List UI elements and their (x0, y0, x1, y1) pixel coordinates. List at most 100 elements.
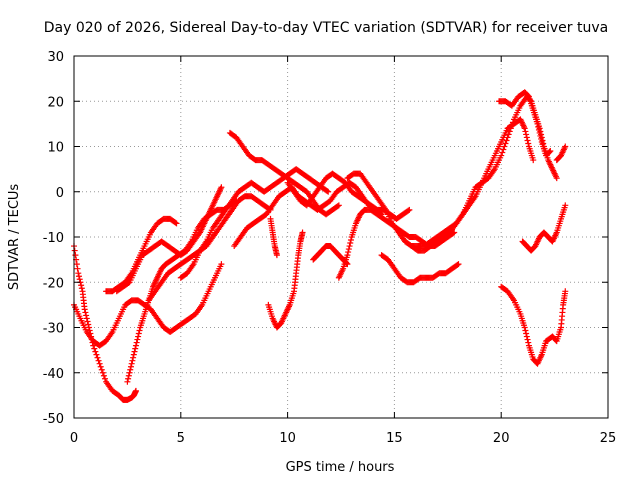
data-point (506, 128, 513, 135)
data-point (405, 207, 412, 214)
series-track-6 (145, 193, 274, 304)
data-point (335, 202, 342, 209)
data-point (125, 372, 132, 379)
x-tick-label: 10 (279, 431, 296, 446)
axis-ticks: 0 5 10 15 20 25 -50 -40 -30 -20 -10 0 10 20 30 (43, 50, 617, 446)
data-point (507, 125, 514, 132)
data-point (71, 247, 78, 254)
data-point (522, 327, 529, 334)
data-point (94, 354, 101, 361)
series-track-7 (177, 166, 332, 281)
data-point (135, 333, 142, 340)
data-point (96, 360, 103, 367)
data-point (535, 126, 542, 133)
data-point (562, 143, 569, 150)
data-point (499, 149, 506, 156)
x-tick-label: 20 (493, 431, 510, 446)
series-track-16 (378, 252, 462, 286)
data-point (84, 318, 91, 325)
data-point (82, 309, 89, 316)
series-track-19 (498, 283, 569, 367)
x-tick-label: 0 (70, 431, 78, 446)
data-point (299, 229, 306, 236)
data-point (136, 327, 143, 334)
data-point (523, 134, 530, 141)
data-point (93, 351, 100, 358)
y-tick-label: -40 (43, 367, 64, 382)
data-point (83, 315, 90, 322)
data-point (133, 339, 140, 346)
series-track-21 (553, 143, 569, 164)
y-tick-label: 10 (47, 141, 64, 156)
y-tick-label: -30 (43, 322, 64, 337)
y-axis-label: SDTVAR / TECUs (7, 184, 22, 291)
x-tick-label: 5 (177, 431, 185, 446)
data-point (347, 237, 354, 244)
data-point (562, 202, 569, 209)
series-track-12 (310, 243, 351, 268)
data-point (72, 252, 79, 259)
data-point (505, 131, 512, 138)
series-track-5 (124, 197, 240, 385)
data-point (85, 321, 92, 328)
data-point (504, 134, 511, 141)
data-point (127, 366, 134, 373)
data-point (345, 249, 352, 256)
data-point (95, 357, 102, 364)
data-point (502, 140, 509, 147)
data-point (128, 360, 135, 367)
data-point (125, 280, 132, 287)
data-point (83, 312, 90, 319)
data-point (522, 128, 529, 135)
data-point (538, 135, 545, 142)
data-point (503, 137, 510, 144)
x-tick-label: 25 (600, 431, 617, 446)
data-point (524, 137, 531, 144)
data-point (73, 261, 80, 268)
data-point (525, 339, 532, 346)
data-point (537, 132, 544, 139)
data-point (455, 261, 462, 268)
data-point (547, 148, 554, 155)
data-point (546, 148, 553, 155)
data-point (523, 333, 530, 340)
data-point (126, 369, 133, 376)
data-point (521, 324, 528, 331)
data-point (534, 120, 541, 127)
data-point (127, 363, 134, 370)
y-tick-label: -50 (43, 412, 64, 427)
y-tick-label: 0 (56, 186, 64, 201)
data-series (71, 89, 569, 403)
y-tick-label: -10 (43, 231, 64, 246)
data-point (134, 336, 141, 343)
data-point (553, 175, 560, 182)
series-track-18 (496, 89, 554, 159)
y-tick-label: 20 (47, 95, 64, 110)
data-point (523, 131, 530, 138)
data-point (99, 369, 106, 376)
x-axis-label: GPS time / hours (286, 460, 395, 475)
data-point (100, 372, 107, 379)
y-tick-label: 30 (47, 50, 64, 65)
data-point (75, 273, 82, 280)
series-track-20 (519, 202, 569, 254)
series-track-1 (71, 243, 139, 403)
data-point (135, 330, 142, 337)
data-point (500, 146, 507, 153)
data-point (91, 345, 98, 352)
series-track-13 (335, 206, 458, 281)
data-point (498, 152, 505, 159)
data-point (125, 375, 132, 382)
data-point (525, 140, 532, 147)
data-point (78, 282, 85, 289)
series-track-9 (231, 179, 385, 250)
y-tick-label: -20 (43, 276, 64, 291)
data-point (524, 336, 531, 343)
data-point (406, 206, 413, 213)
data-point (97, 363, 104, 370)
data-point (130, 351, 137, 358)
data-point (562, 288, 569, 295)
series-track-10 (267, 215, 280, 259)
data-point (525, 92, 532, 99)
